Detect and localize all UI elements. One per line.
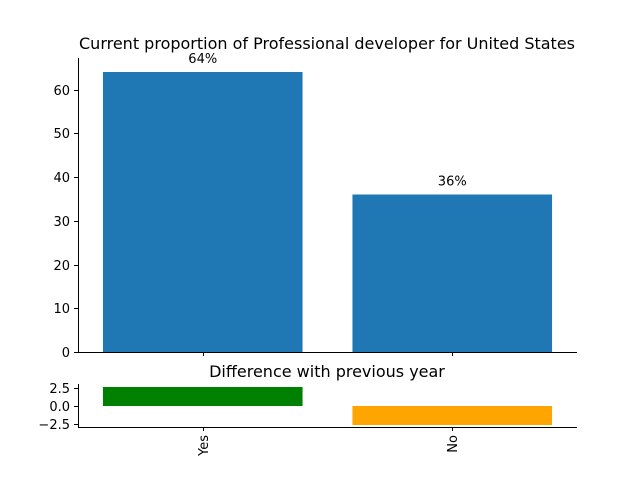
difference-y-tick-label: 2.5 [49,382,70,397]
main-data-labels: 64% 36% [188,52,466,190]
main-chart: Current proportion of Professional devel… [53,34,577,361]
main-y-tick-label: 30 [53,215,70,230]
difference-bar-yes [102,387,303,406]
main-y-tick-label: 60 [53,84,70,99]
difference-y-tick-label: −2.5 [38,418,70,433]
difference-x-ticks: Yes No [197,427,461,457]
x-tick-label-yes: Yes [197,435,212,457]
main-y-tick-label: 40 [53,171,70,186]
difference-bars [102,387,553,425]
main-y-tick-label: 10 [53,302,70,317]
main-y-tick-label: 0 [62,346,70,361]
main-bar-no [352,194,553,352]
difference-y-tick-label: 0.0 [49,400,70,415]
main-chart-title: Current proportion of Professional devel… [79,34,575,53]
main-y-tick-label: 20 [53,259,70,274]
difference-chart-title: Difference with previous year [209,362,445,381]
difference-y-ticks: −2.5 0.0 2.5 [38,382,78,433]
difference-chart: Difference with previous year −2.5 0.0 2.5… [38,362,577,457]
main-data-label-yes: 64% [188,52,217,67]
main-bar-yes [102,72,303,352]
difference-bar-no [352,406,553,425]
x-tick-label-no: No [446,435,461,453]
main-bars [102,72,553,352]
main-y-ticks: 0 10 20 30 40 50 60 [53,84,78,361]
main-data-label-no: 36% [438,175,467,190]
main-y-tick-label: 50 [53,127,70,142]
main-x-ticks [203,352,453,356]
